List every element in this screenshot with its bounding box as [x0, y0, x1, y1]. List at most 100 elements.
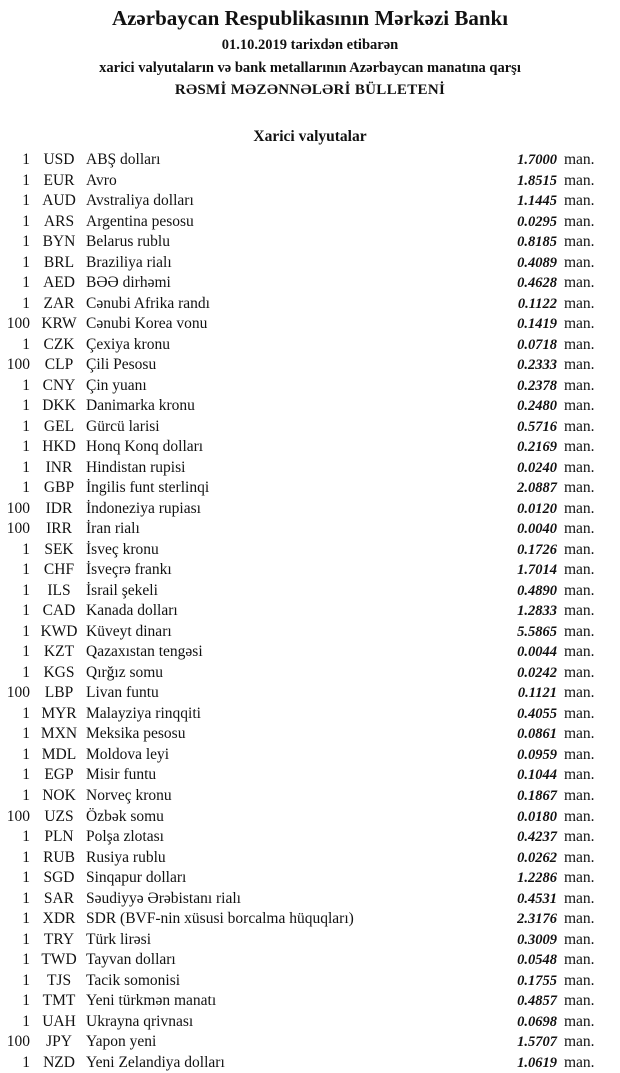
currency-code: UZS	[44, 807, 74, 825]
table-row: 1 ARS Argentina pesosu 0.0295 man.	[0, 212, 620, 233]
nominal: 1	[22, 828, 30, 846]
currency-name: İndoneziya rupiası	[86, 499, 201, 517]
currency-name: Livan funtu	[86, 684, 159, 702]
currency-name: İsrail şekeli	[86, 581, 158, 599]
currency-name: SDR (BVF-nin xüsusi borcalma hüquqları)	[86, 910, 354, 928]
currency-code: KGS	[43, 663, 75, 681]
currency-name: Moldova leyi	[86, 745, 170, 763]
exchange-rate: 0.0295	[517, 213, 557, 230]
table-row: 1 KGS Qırğız somu 0.0242 man.	[0, 663, 620, 684]
currency-name: Cənubi Korea vonu	[86, 315, 208, 333]
unit-label: man.	[564, 704, 595, 722]
table-row: 1 MDL Moldova leyi 0.0959 man.	[0, 745, 620, 766]
currency-name: Qazaxıstan tengəsi	[86, 643, 203, 661]
unit-label: man.	[564, 274, 595, 292]
unit-label: man.	[564, 171, 595, 189]
nominal: 1	[22, 1053, 30, 1071]
currency-name: Gürcü larisi	[86, 417, 160, 435]
currency-code: ZAR	[43, 294, 75, 312]
currency-code: XDR	[42, 910, 76, 928]
exchange-rate: 0.1726	[517, 541, 557, 558]
table-row: 1 MYR Malayziya rinqqiti 0.4055 man.	[0, 704, 620, 725]
nominal: 1	[22, 663, 30, 681]
nominal: 100	[6, 807, 30, 825]
table-row: 1 SEK İsveç kronu 0.1726 man.	[0, 540, 620, 561]
currency-code: GBP	[43, 479, 75, 497]
table-row: 1 CAD Kanada dolları 1.2833 man.	[0, 601, 620, 622]
currency-name: Meksika pesosu	[86, 725, 186, 743]
table-row: 1 NZD Yeni Zelandiya dolları 1.0619 man.	[0, 1053, 620, 1073]
table-row: 1 ILS İsrail şekeli 0.4890 man.	[0, 581, 620, 602]
table-row: 1 AUD Avstraliya dolları 1.1445 man.	[0, 191, 620, 212]
currency-code: ILS	[47, 581, 71, 599]
exchange-rate: 0.8185	[517, 234, 557, 251]
exchange-rate: 1.7014	[517, 562, 557, 579]
exchange-rate: 0.4237	[517, 829, 557, 846]
table-row: 1 TWD Tayvan dolları 0.0548 man.	[0, 950, 620, 971]
currency-code: LBP	[44, 684, 74, 702]
exchange-rate: 0.0959	[517, 746, 557, 763]
unit-label: man.	[564, 643, 595, 661]
rates-table: 1 USD ABŞ dolları 1.7000 man. 1 EUR Avro 1.8515 m…	[0, 150, 620, 1073]
currency-code: NZD	[43, 1053, 75, 1071]
unit-label: man.	[564, 725, 595, 743]
unit-label: man.	[564, 417, 595, 435]
nominal: 1	[22, 438, 30, 456]
nominal: 1	[22, 479, 30, 497]
unit-label: man.	[564, 869, 595, 887]
exchange-rate: 0.3009	[517, 931, 557, 948]
exchange-rate: 0.4857	[517, 993, 557, 1010]
bank-title: Azərbaycan Respublikasının Mərkəzi Bankı	[111, 6, 509, 30]
exchange-rate: 1.0619	[517, 1054, 557, 1071]
currency-name: Tayvan dolları	[86, 951, 176, 969]
exchange-rate: 0.2169	[517, 439, 557, 456]
table-row: 1 BYN Belarus rublu 0.8185 man.	[0, 232, 620, 253]
currency-name: Braziliya rialı	[86, 253, 172, 271]
currency-code: CZK	[43, 335, 75, 353]
unit-label: man.	[564, 376, 595, 394]
table-row: 100 UZS Özbək somu 0.0180 man.	[0, 807, 620, 828]
currency-name: Kanada dolları	[86, 602, 178, 620]
nominal: 1	[22, 1012, 30, 1030]
currency-code: SAR	[43, 889, 75, 907]
exchange-rate: 2.0887	[517, 480, 557, 497]
currency-code: CLP	[44, 356, 74, 374]
table-row: 1 DKK Danimarka kronu 0.2480 man.	[0, 396, 620, 417]
nominal: 1	[22, 253, 30, 271]
currency-code: ARS	[43, 212, 75, 230]
exchange-rate: 1.2286	[517, 870, 557, 887]
nominal: 100	[6, 499, 30, 517]
currency-code: KRW	[41, 315, 77, 333]
nominal: 1	[22, 458, 30, 476]
exchange-rate: 0.4531	[517, 890, 557, 907]
table-row: 1 KZT Qazaxıstan tengəsi 0.0044 man.	[0, 642, 620, 663]
exchange-rate: 0.1867	[517, 787, 557, 804]
exchange-rate: 0.1419	[517, 316, 557, 333]
table-row: 1 ZAR Cənubi Afrika randı 0.1122 man.	[0, 294, 620, 315]
exchange-rate: 0.4089	[517, 254, 557, 271]
exchange-rate: 0.2378	[517, 377, 557, 394]
unit-label: man.	[564, 663, 595, 681]
table-row: 1 EUR Avro 1.8515 man.	[0, 171, 620, 192]
exchange-rate: 0.0240	[517, 459, 557, 476]
nominal: 100	[6, 356, 30, 374]
nominal: 1	[22, 889, 30, 907]
exchange-rate: 0.1755	[517, 972, 557, 989]
currency-name: Malayziya rinqqiti	[86, 704, 201, 722]
unit-label: man.	[564, 192, 595, 210]
nominal: 1	[22, 971, 30, 989]
exchange-rate: 1.2833	[517, 603, 557, 620]
section-title: Xarici valyutalar	[253, 128, 367, 145]
nominal: 1	[22, 930, 30, 948]
currency-name: İsveçrə frankı	[86, 561, 172, 579]
exchange-rate: 0.0262	[517, 849, 557, 866]
nominal: 1	[22, 192, 30, 210]
nominal: 1	[22, 869, 30, 887]
nominal: 1	[22, 622, 30, 640]
exchange-rate: 0.1122	[517, 295, 557, 312]
unit-label: man.	[564, 479, 595, 497]
currency-name: Tacik somonisi	[86, 971, 181, 989]
unit-label: man.	[564, 499, 595, 517]
currency-name: Belarus rublu	[86, 233, 170, 251]
nominal: 1	[22, 233, 30, 251]
